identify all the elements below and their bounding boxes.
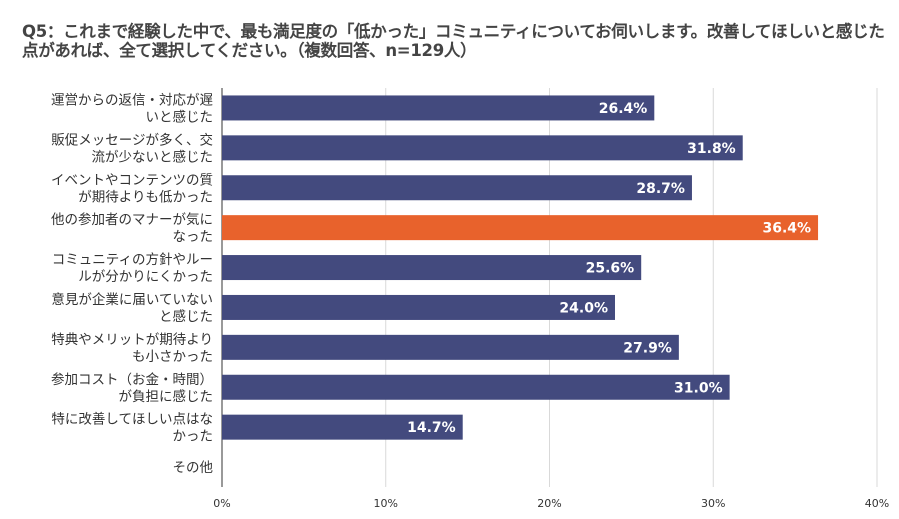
category-label: 参加コスト（お金・時間）が負担に感じた	[51, 371, 213, 405]
bar	[222, 255, 642, 281]
x-tick-label: 40%	[865, 497, 889, 510]
bar	[222, 294, 615, 320]
x-tick-label: 30%	[701, 497, 725, 510]
data-label: 27.9%	[623, 340, 672, 356]
bar	[222, 334, 679, 360]
data-label: 31.0%	[674, 380, 723, 396]
category-label: 特に改善してほしい点はなかった	[51, 412, 213, 445]
data-label: 25.6%	[586, 261, 635, 277]
bar	[222, 215, 819, 241]
data-label: 26.4%	[599, 101, 648, 117]
data-label: 14.7%	[407, 420, 456, 436]
data-label: 28.7%	[636, 181, 685, 197]
category-label: 意見が企業に届いていないと感じた	[51, 291, 213, 325]
chart-title: Q5：これまで経験した中で、最も満足度の「低かった」コミュニティについてお伺いし…	[22, 22, 885, 60]
bar	[222, 95, 655, 121]
x-tick-label: 20%	[537, 497, 561, 510]
bar	[222, 414, 463, 440]
category-label: 特典やメリットが期待よりも小さかった	[51, 332, 213, 365]
bar	[222, 175, 692, 201]
bar	[222, 135, 743, 161]
x-tick-label: 0%	[213, 497, 230, 510]
data-label: 36.4%	[762, 221, 811, 237]
category-label: コミュニティの方針やルールが分かりにくかった	[52, 252, 213, 285]
category-label: イベントやコンテンツの質が期待よりも低かった	[51, 172, 213, 205]
x-tick-label: 10%	[374, 497, 398, 510]
category-label: 他の参加者のマナーが気になった	[51, 211, 213, 245]
data-label: 31.8%	[687, 141, 736, 157]
category-label: 運営からの返信・対応が遅いと感じた	[51, 92, 213, 125]
category-label: 販促メッセージが多く、交流が少ないと感じた	[51, 131, 213, 165]
category-label: その他	[173, 460, 214, 476]
bar	[222, 374, 730, 400]
data-label: 24.0%	[559, 300, 608, 316]
